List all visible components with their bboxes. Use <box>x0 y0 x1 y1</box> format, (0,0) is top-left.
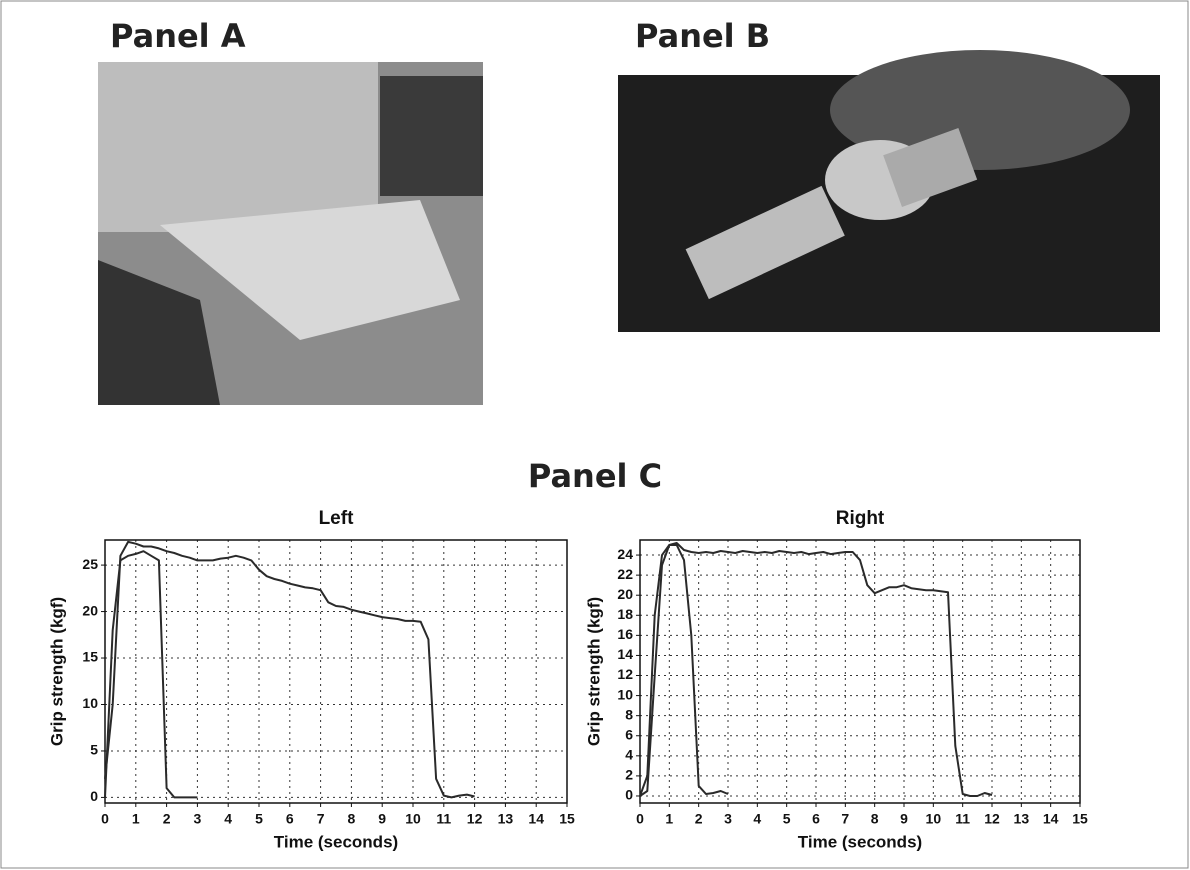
x-tick-label: 13 <box>1014 811 1030 827</box>
y-tick-label: 4 <box>625 747 633 763</box>
y-tick-label: 25 <box>82 556 98 572</box>
y-tick-label: 0 <box>625 787 633 803</box>
x-tick-label: 14 <box>1043 811 1059 827</box>
y-tick-label: 10 <box>617 686 633 702</box>
y-tick-label: 20 <box>617 586 633 602</box>
x-tick-label: 1 <box>665 811 673 827</box>
x-tick-label: 3 <box>194 811 202 827</box>
figure: Panel A Panel B Panel C 0510152025012345… <box>0 0 1190 870</box>
x-tick-label: 5 <box>783 811 791 827</box>
x-tick-label: 15 <box>559 811 575 827</box>
y-tick-label: 16 <box>617 626 633 642</box>
x-tick-label: 11 <box>436 811 451 827</box>
x-tick-label: 5 <box>255 811 263 827</box>
plot-area <box>105 540 567 803</box>
y-tick-label: 15 <box>82 649 98 665</box>
x-tick-label: 3 <box>724 811 732 827</box>
x-tick-label: 12 <box>984 811 1000 827</box>
y-tick-label: 24 <box>617 546 633 562</box>
y-axis-label: Grip strength (kgf) <box>47 597 66 746</box>
y-tick-label: 20 <box>82 602 98 618</box>
x-tick-label: 15 <box>1072 811 1088 827</box>
photo-b <box>618 50 1160 332</box>
x-tick-label: 4 <box>224 811 232 827</box>
x-tick-label: 6 <box>286 811 294 827</box>
photo-a <box>98 62 483 405</box>
x-tick-label: 1 <box>132 811 140 827</box>
y-tick-label: 2 <box>625 767 633 783</box>
plot-area <box>640 540 1080 803</box>
y-tick-label: 18 <box>617 606 633 622</box>
y-tick-label: 5 <box>90 742 98 758</box>
x-tick-label: 2 <box>695 811 703 827</box>
x-tick-label: 11 <box>955 811 970 827</box>
y-tick-label: 12 <box>617 666 633 682</box>
x-tick-label: 14 <box>528 811 544 827</box>
chart-title: Right <box>836 508 885 529</box>
x-tick-label: 10 <box>405 811 421 827</box>
x-tick-label: 10 <box>926 811 942 827</box>
y-tick-label: 10 <box>82 695 98 711</box>
panel-label: Panel C <box>528 457 662 495</box>
panel-label: Panel A <box>110 17 246 55</box>
y-tick-label: 14 <box>617 646 633 662</box>
x-tick-label: 9 <box>900 811 908 827</box>
panel-label: Panel B <box>635 17 770 55</box>
y-tick-label: 22 <box>617 566 633 582</box>
x-tick-label: 8 <box>348 811 356 827</box>
x-tick-label: 9 <box>378 811 386 827</box>
x-tick-label: 8 <box>871 811 879 827</box>
x-tick-label: 0 <box>101 811 109 827</box>
x-tick-label: 12 <box>467 811 483 827</box>
y-tick-label: 8 <box>625 706 633 722</box>
x-tick-label: 2 <box>163 811 171 827</box>
x-tick-label: 13 <box>498 811 514 827</box>
x-tick-label: 4 <box>753 811 761 827</box>
y-tick-label: 6 <box>625 726 633 742</box>
chart-title: Left <box>319 508 355 529</box>
y-axis-label: Grip strength (kgf) <box>584 597 603 746</box>
y-tick-label: 0 <box>90 788 98 804</box>
x-tick-label: 7 <box>317 811 325 827</box>
x-tick-label: 0 <box>636 811 644 827</box>
x-axis-label: Time (seconds) <box>798 832 922 851</box>
x-tick-label: 7 <box>841 811 849 827</box>
x-axis-label: Time (seconds) <box>274 832 398 851</box>
x-tick-label: 6 <box>812 811 820 827</box>
